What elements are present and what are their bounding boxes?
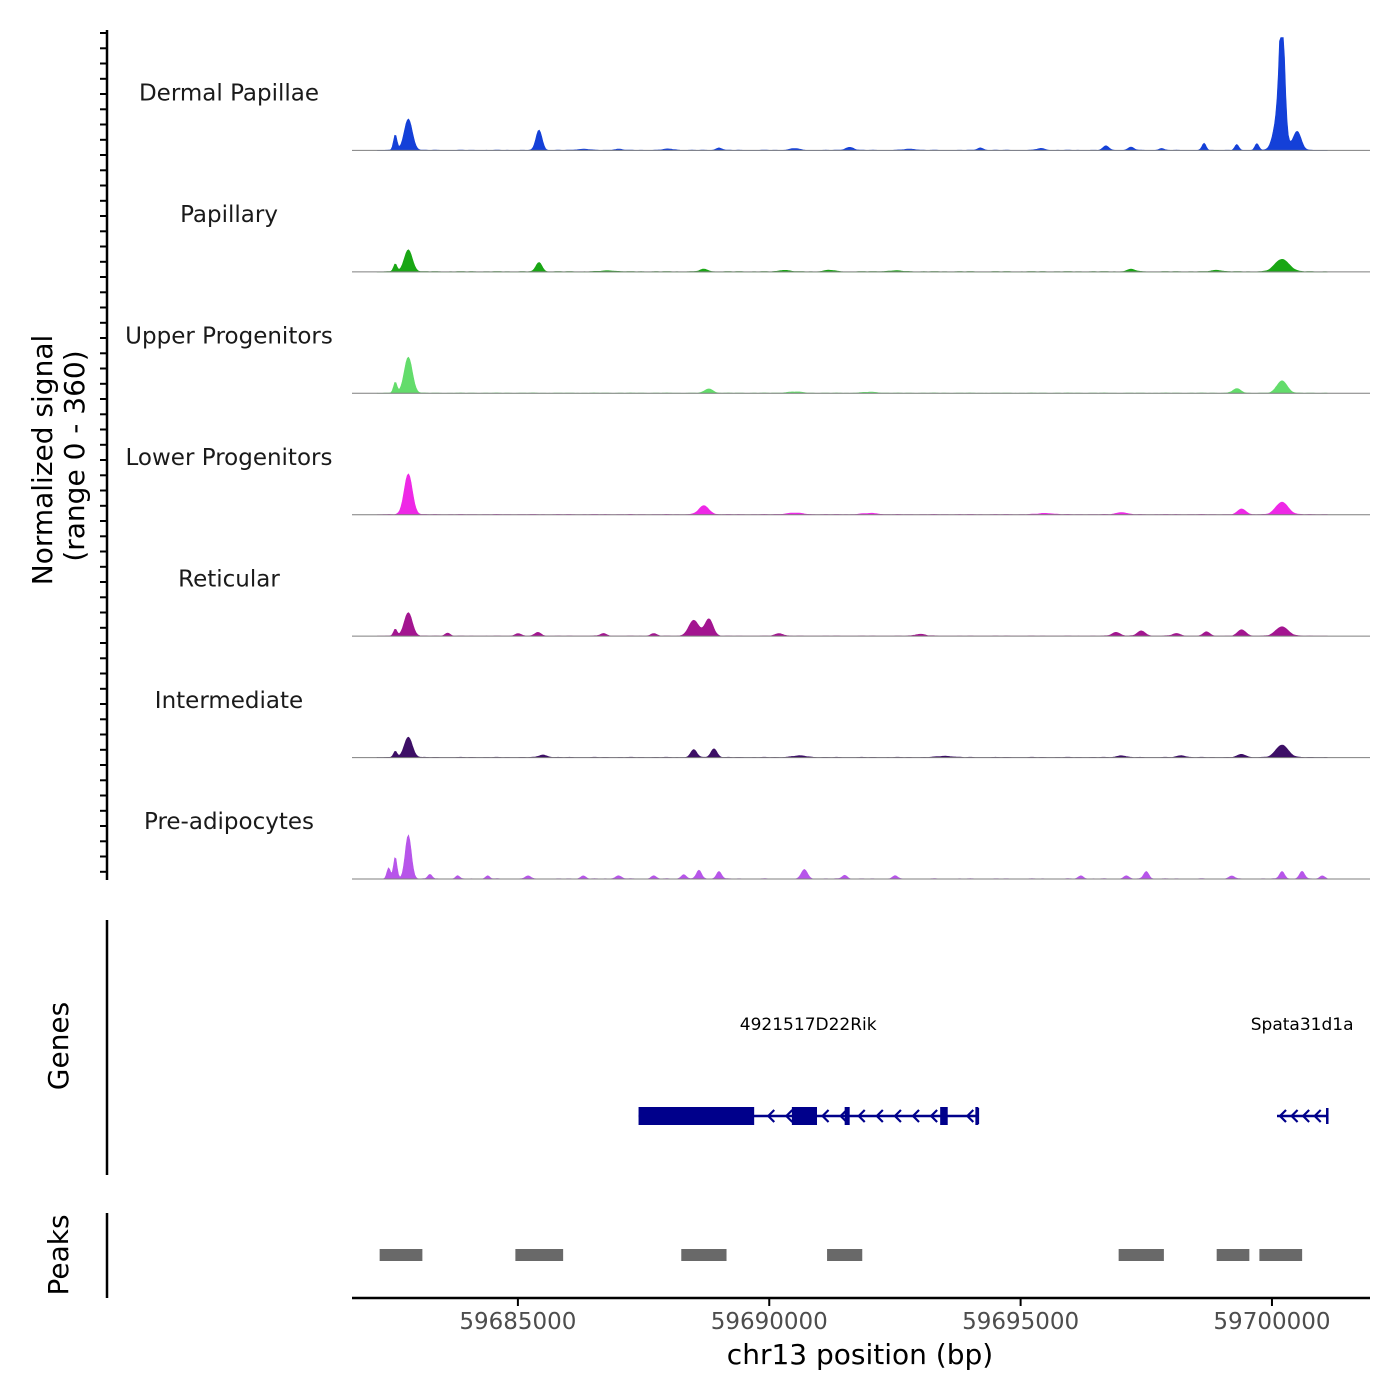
peak-region	[515, 1249, 564, 1261]
track-upper-progenitors: Upper Progenitors	[125, 324, 1370, 394]
peak-region	[379, 1249, 423, 1261]
gene-4921517d22rik: 4921517D22Rik	[638, 1015, 980, 1125]
exon	[791, 1107, 818, 1125]
signal-tracks: Dermal Papillae Papillary Upper Progenitor…	[125, 37, 1370, 880]
signal-area-lower-progenitors	[377, 473, 1328, 516]
gene-label: Spata31d1a	[1251, 1015, 1354, 1035]
signal-area-dermal-papillae	[377, 37, 1328, 151]
strand-arrow	[965, 1109, 975, 1123]
track-label-pre-adipocytes: Pre-adipocytes	[144, 809, 314, 835]
strand-arrow	[820, 1109, 830, 1123]
exon	[975, 1107, 979, 1125]
track-intermediate: Intermediate	[155, 688, 1370, 759]
peaks-axis-title: Peaks	[42, 1214, 75, 1295]
peak-region	[681, 1249, 727, 1261]
signal-area-pre-adipocytes	[376, 834, 1328, 880]
x-tick-label: 59685000	[459, 1309, 576, 1335]
x-axis-ticks: 59685000 59690000 59695000 59700000	[459, 1298, 1331, 1335]
axes: 59685000 59690000 59695000 59700000 Normali…	[26, 30, 1370, 1371]
x-axis-title: chr13 position (bp)	[727, 1338, 993, 1371]
exon	[940, 1107, 948, 1125]
exon	[844, 1107, 850, 1125]
strand-arrow	[766, 1109, 776, 1123]
x-tick-label: 59700000	[1213, 1309, 1330, 1335]
genes-axis-title: Genes	[42, 1002, 75, 1090]
track-reticular: Reticular	[178, 566, 1370, 637]
signal-area-reticular	[377, 612, 1328, 637]
strand-arrow	[1290, 1109, 1299, 1123]
gene-spata31d1a: Spata31d1a	[1251, 1015, 1354, 1124]
track-label-upper-progenitors: Upper Progenitors	[125, 324, 333, 350]
track-papillary: Papillary	[180, 202, 1370, 273]
track-label-reticular: Reticular	[178, 566, 280, 592]
strand-arrow	[1301, 1109, 1310, 1123]
strand-arrow	[929, 1109, 938, 1123]
y-axis-ticks	[100, 32, 107, 873]
strand-arrow	[784, 1109, 794, 1123]
signal-area-upper-progenitors	[376, 356, 1328, 394]
peak-region	[827, 1249, 863, 1261]
peak-region	[1259, 1249, 1303, 1261]
track-dermal-papillae: Dermal Papillae	[139, 37, 1370, 151]
x-tick-label: 59690000	[711, 1309, 828, 1335]
strand-arrow	[839, 1109, 848, 1123]
gene-track: 4921517D22Rik Spata31d1a	[638, 1015, 1354, 1125]
peak-region	[1118, 1249, 1164, 1261]
strand-arrow	[857, 1109, 866, 1123]
gene-label: 4921517D22Rik	[740, 1015, 877, 1035]
strand-arrow	[911, 1109, 920, 1123]
track-lower-progenitors: Lower Progenitors	[126, 445, 1370, 516]
signal-area-papillary	[376, 249, 1328, 273]
peak-track	[379, 1249, 1303, 1261]
strand-arrow	[893, 1109, 902, 1123]
track-label-papillary: Papillary	[180, 202, 278, 228]
strand-arrow	[875, 1109, 884, 1123]
strand-arrow	[1313, 1109, 1322, 1123]
x-tick-label: 59695000	[962, 1309, 1079, 1335]
track-label-dermal-papillae: Dermal Papillae	[139, 81, 319, 107]
peak-region	[1216, 1249, 1250, 1261]
exon	[638, 1107, 755, 1125]
y-axis-title: Normalized signal	[26, 335, 59, 586]
y-axis-range: (range 0 - 360)	[58, 350, 91, 561]
track-pre-adipocytes: Pre-adipocytes	[144, 809, 1370, 880]
signal-area-intermediate	[376, 736, 1328, 758]
strand-arrow	[1278, 1109, 1287, 1123]
track-label-lower-progenitors: Lower Progenitors	[126, 445, 333, 471]
track-label-intermediate: Intermediate	[155, 688, 303, 714]
